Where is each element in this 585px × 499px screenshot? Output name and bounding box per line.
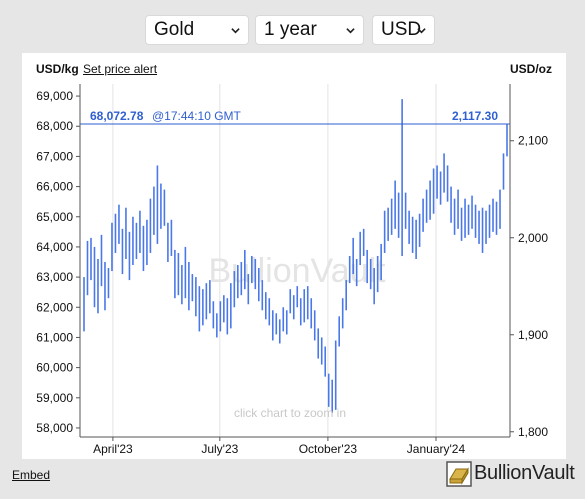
embed-link[interactable]: Embed [12, 468, 51, 482]
vertical-grid [112, 84, 437, 437]
left-tick-label: 63,000 [36, 270, 73, 284]
brand-logo: BullionVault [446, 460, 576, 488]
left-tick-label: 67,000 [36, 149, 73, 163]
right-tick-label: 1,900 [518, 328, 548, 342]
right-tick-label: 2,100 [518, 134, 548, 148]
price-series [83, 99, 508, 413]
brand-name: BullionVault [474, 462, 575, 484]
left-tick-label: 68,000 [36, 119, 73, 133]
metal-select[interactable]: Gold [145, 15, 249, 45]
period-select-value: 1 year [264, 19, 317, 40]
left-tick-label: 62,000 [36, 300, 73, 314]
chevron-down-icon [417, 28, 426, 34]
current-price-oz: 2,117.30 [452, 109, 498, 123]
x-tick-label: April'23 [93, 442, 133, 456]
metal-select-value: Gold [154, 19, 195, 40]
current-price-kg: 68,072.78 [90, 109, 144, 123]
gold-bar-icon [446, 461, 472, 487]
set-price-alert-link[interactable]: Set price alert [83, 62, 158, 76]
selector-bar: Gold 1 year USD [0, 15, 585, 47]
left-tick-label: 64,000 [36, 240, 73, 254]
left-unit-label: USD/kg [36, 62, 79, 76]
left-tick-label: 66,000 [36, 180, 73, 194]
zoom-hint: click chart to zoom in [234, 406, 346, 420]
currency-select-value: USD [381, 19, 422, 40]
x-tick-label: July'23 [201, 442, 238, 456]
right-axis: 1,800 1,900 2,000 2,100 [509, 84, 548, 439]
left-tick-label: 60,000 [36, 361, 73, 375]
period-select[interactable]: 1 year [255, 15, 364, 45]
left-axis: 58,000 59,000 60,000 61,000 62,000 63,000 64,0… [36, 84, 81, 437]
current-price-time: @17:44:10 GMT [152, 109, 242, 123]
right-tick-label: 2,000 [518, 231, 548, 245]
currency-select[interactable]: USD [372, 15, 435, 45]
x-tick-label: October'23 [299, 442, 358, 456]
x-axis: April'23 July'23 October'23 January'24 [80, 436, 510, 456]
left-tick-label: 59,000 [36, 391, 73, 405]
left-tick-label: 65,000 [36, 210, 73, 224]
left-tick-label: 69,000 [36, 89, 73, 103]
right-tick-label: 1,800 [518, 425, 548, 439]
left-tick-label: 61,000 [36, 330, 73, 344]
chevron-down-icon [231, 28, 240, 34]
chevron-down-icon [346, 28, 355, 34]
x-tick-label: January'24 [407, 442, 466, 456]
right-unit-label: USD/oz [510, 62, 552, 76]
left-tick-label: 58,000 [36, 421, 73, 435]
